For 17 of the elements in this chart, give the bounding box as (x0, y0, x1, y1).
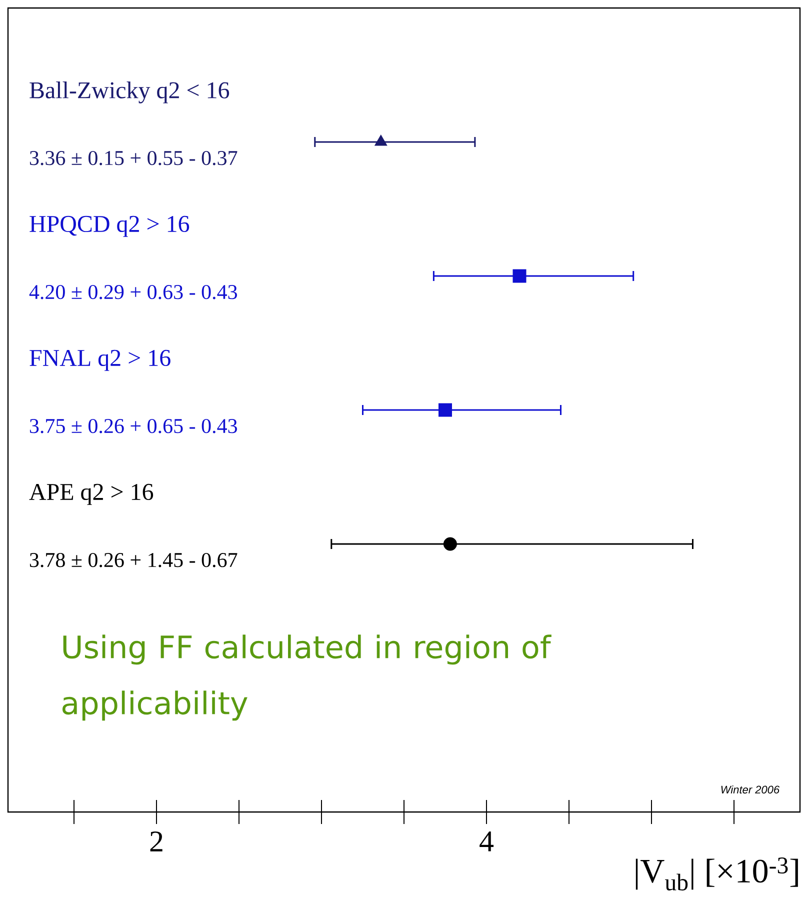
y-tick-label: FNAL q2 > 16 (30, 350, 170, 371)
text: 3.78 ± 0.26 + 1.45 - 0.67 (30, 552, 238, 568)
point (374, 135, 387, 146)
text: Using FF calculated in region of applicability (62, 634, 552, 721)
text: 4.20 ± 0.29 + 0.63 - 0.43 (29, 284, 237, 300)
y-tick-label: Ball-Zwicky q2 < 16 (30, 82, 230, 104)
point (512, 269, 526, 283)
y-tick-label: HPQCD q2 > 16 (30, 216, 190, 237)
y-tick-label: APE q2 > 16 (29, 484, 154, 505)
text: 3.75 ± 0.26 + 0.65 - 0.43 (30, 418, 237, 434)
x-tick-label: 4 (480, 832, 494, 852)
text: 3.36 ± 0.15 + 0.55 - 0.37 (30, 150, 238, 166)
x-axis-title: |V$_{ub}$| [×10$^{-3}$] (636, 858, 798, 891)
text: Winter 2006 (721, 785, 780, 794)
point (438, 403, 452, 417)
x-tick-label: 2 (150, 832, 162, 852)
point (443, 537, 457, 551)
